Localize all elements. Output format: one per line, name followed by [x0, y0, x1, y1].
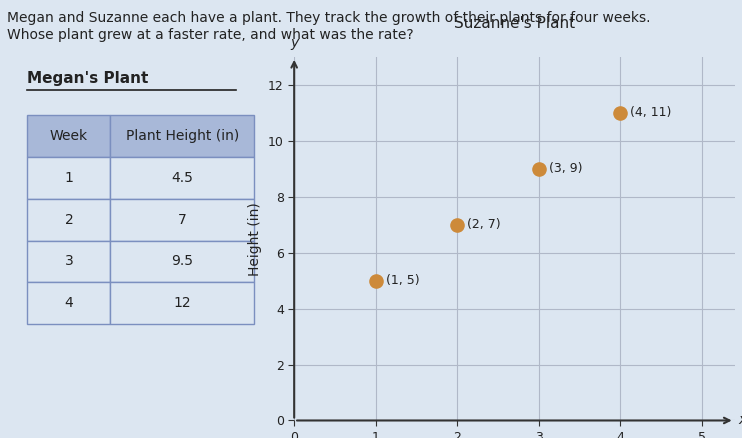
FancyBboxPatch shape: [27, 115, 111, 157]
FancyBboxPatch shape: [111, 199, 254, 240]
Text: Whose plant grew at a faster rate, and what was the rate?: Whose plant grew at a faster rate, and w…: [7, 28, 414, 42]
Point: [451, 221, 463, 228]
Text: y: y: [290, 36, 298, 50]
Text: Week: Week: [50, 129, 88, 143]
Y-axis label: Height (in): Height (in): [249, 202, 263, 276]
Text: 7: 7: [178, 212, 186, 226]
Text: (1, 5): (1, 5): [386, 274, 419, 287]
Text: Megan's Plant: Megan's Plant: [27, 71, 149, 86]
FancyBboxPatch shape: [27, 157, 111, 199]
Text: (4, 11): (4, 11): [630, 106, 672, 120]
FancyBboxPatch shape: [27, 240, 111, 283]
Text: 1: 1: [65, 171, 73, 185]
FancyBboxPatch shape: [27, 283, 111, 324]
Text: Suzanne's Plant: Suzanne's Plant: [454, 17, 575, 32]
Text: 4: 4: [65, 296, 73, 310]
Text: Plant Height (in): Plant Height (in): [125, 129, 239, 143]
Point: [614, 110, 626, 117]
Text: 4.5: 4.5: [171, 171, 193, 185]
Text: 9.5: 9.5: [171, 254, 193, 268]
Text: (3, 9): (3, 9): [548, 162, 582, 175]
Text: Megan and Suzanne each have a plant. They track the growth of their plants for f: Megan and Suzanne each have a plant. The…: [7, 11, 651, 25]
FancyBboxPatch shape: [111, 283, 254, 324]
Point: [533, 165, 545, 172]
FancyBboxPatch shape: [111, 157, 254, 199]
Text: 12: 12: [174, 296, 191, 310]
Text: (2, 7): (2, 7): [467, 218, 501, 231]
FancyBboxPatch shape: [111, 115, 254, 157]
FancyBboxPatch shape: [27, 199, 111, 240]
FancyBboxPatch shape: [111, 240, 254, 283]
Text: 3: 3: [65, 254, 73, 268]
Text: x: x: [738, 413, 742, 427]
Text: 2: 2: [65, 212, 73, 226]
Point: [370, 277, 381, 284]
